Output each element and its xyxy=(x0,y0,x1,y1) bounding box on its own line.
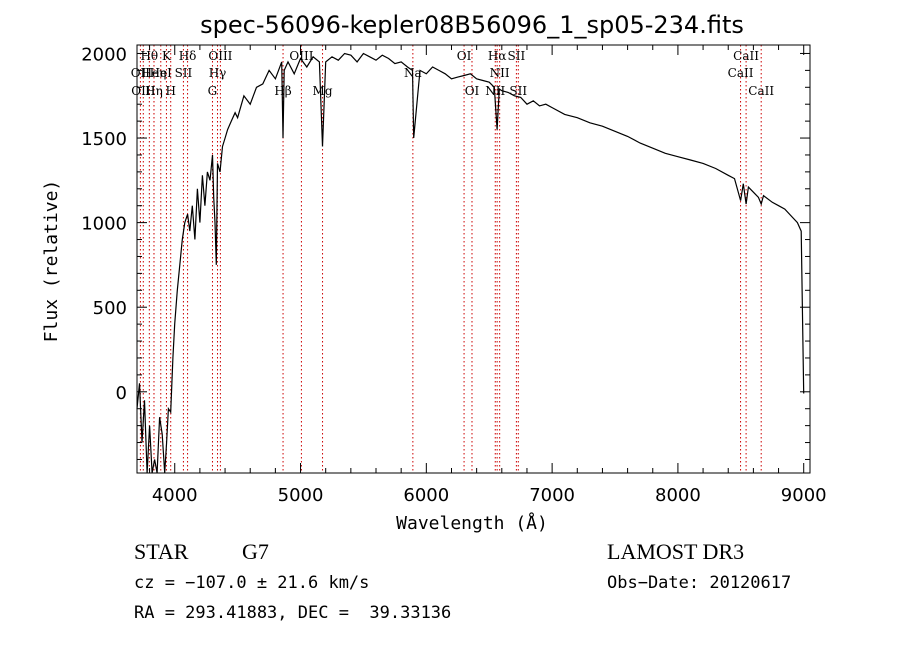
spectral-line-label: CaII xyxy=(748,84,774,98)
spectral-line-label: HeI xyxy=(150,66,173,80)
y-tick-label: 1500 xyxy=(81,129,127,150)
spectral-line-label: CaII xyxy=(733,49,759,63)
y-tick-label: 0 xyxy=(116,383,127,404)
x-tick-label: 8000 xyxy=(655,485,701,506)
spectral-line-label: Hδ xyxy=(179,49,197,63)
x-tick-label: 9000 xyxy=(781,485,827,506)
spectral-line-label: NII xyxy=(485,84,505,98)
spectral-line-label: OI xyxy=(457,49,472,63)
spectral-line-label: OIII xyxy=(208,49,232,63)
x-tick-label: 6000 xyxy=(403,485,449,506)
spectral-line-label: SII xyxy=(175,66,193,80)
x-axis-label: Wavelength (Å) xyxy=(396,512,548,534)
spectral-line-label: Hβ xyxy=(274,84,291,98)
y-tick-label: 2000 xyxy=(81,44,127,65)
spectral-line-label: OI xyxy=(465,84,480,98)
coordinates-text: RA = 293.41883, DEC = 39.33136 xyxy=(134,603,452,623)
spectral-line-label: G xyxy=(208,84,218,98)
spectral-line-label: Hα xyxy=(488,49,507,63)
obs-date-text: Obs−Date: 20120617 xyxy=(607,573,792,593)
axis-ticks: 4000 5000 6000 7000 8000 9000 0 500 1000 1500 2000 xyxy=(81,44,826,506)
spectral-line-label: CaII xyxy=(728,66,754,80)
spectral-line-label: OII xyxy=(131,66,151,80)
spectral-line-label: H xyxy=(165,84,175,98)
spectral-line-label: Hθ xyxy=(140,49,158,63)
spectral-line-label: SII xyxy=(508,49,526,63)
spectral-line-label: Hη xyxy=(145,84,163,98)
spectral-line-label: Mg xyxy=(313,84,333,98)
spectral-line-markers xyxy=(139,45,762,473)
redshift-text: cz = −107.0 ± 21.6 km/s xyxy=(134,573,370,593)
spectral-line-label: NII xyxy=(490,66,510,80)
y-axis-label: Flux (relative) xyxy=(41,180,62,343)
x-tick-label: 7000 xyxy=(529,485,575,506)
object-class: STAR xyxy=(134,539,189,564)
x-tick-label: 4000 xyxy=(152,485,198,506)
object-subclass: G7 xyxy=(242,539,269,564)
spectral-line-label: K xyxy=(162,49,172,63)
chart-title: spec-56096-kepler08B56096_1_sp05-234.fit… xyxy=(200,11,744,39)
survey-name: LAMOST DR3 xyxy=(607,539,745,564)
spectral-line-label: OIII xyxy=(289,49,313,63)
spectral-line-label: SII xyxy=(509,84,527,98)
y-tick-label: 1000 xyxy=(81,214,127,235)
spectrum-line xyxy=(136,52,805,474)
plot-frame xyxy=(136,44,811,474)
spectral-line-label: Hγ xyxy=(209,66,227,80)
y-tick-label: 500 xyxy=(93,298,127,319)
x-tick-label: 5000 xyxy=(278,485,324,506)
spectral-line-label: Heη xyxy=(142,66,167,80)
